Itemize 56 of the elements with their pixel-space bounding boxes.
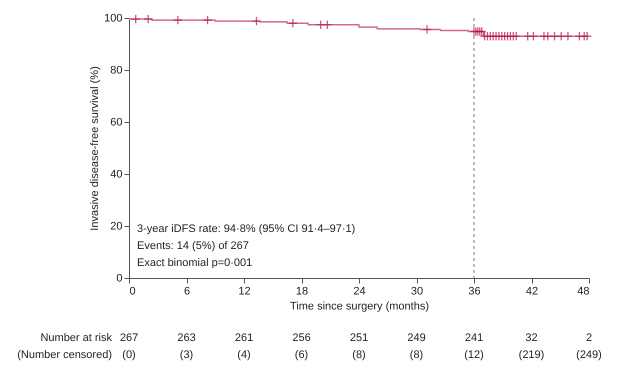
text: (12) — [464, 349, 484, 361]
x-tick-label: 18 — [296, 286, 308, 298]
text: 32 — [525, 332, 538, 344]
x-tick-label: 30 — [410, 286, 424, 298]
point — [563, 31, 573, 42]
point — [316, 20, 326, 30]
point — [143, 14, 153, 24]
annotation: Events: 14 (5%) of 267 — [137, 240, 249, 252]
point — [202, 15, 212, 25]
x-tick-label: 6 — [184, 286, 190, 298]
x-tick-label: 12 — [238, 286, 251, 298]
text: 261 — [234, 332, 254, 344]
text: 263 — [177, 332, 196, 344]
point — [511, 31, 521, 42]
point — [550, 31, 560, 42]
point — [528, 31, 538, 42]
text: (4) — [237, 349, 251, 361]
point — [322, 20, 332, 30]
text: (Number censored) — [17, 349, 112, 361]
point — [288, 18, 298, 28]
x-tick-label: 0 — [130, 286, 136, 298]
text: 2 — [586, 332, 592, 344]
annotation: Exact binomial p=0·001 — [137, 257, 252, 269]
point — [130, 14, 141, 24]
point — [173, 15, 183, 25]
text: (6) — [294, 349, 308, 361]
x-tick-label: 36 — [468, 286, 481, 298]
y-tick-label: 80 — [110, 64, 122, 76]
text: 256 — [292, 332, 311, 344]
point — [582, 31, 592, 42]
text: 241 — [464, 332, 484, 344]
text: (3) — [180, 349, 194, 361]
y-tick-label: 40 — [110, 168, 122, 180]
text: 267 — [120, 332, 138, 344]
x-tick-label: 24 — [353, 286, 366, 298]
text: (249) — [576, 349, 602, 361]
x-tick-label: 48 — [577, 286, 590, 298]
text: Number at risk — [40, 332, 112, 344]
text: (219) — [518, 349, 544, 361]
text: (0) — [122, 349, 136, 361]
point — [422, 24, 432, 34]
y-tick-label: 0 — [116, 272, 122, 284]
point — [542, 31, 553, 42]
y-axis-title: Invasive disease-free survival (%) — [89, 66, 102, 231]
point — [252, 16, 262, 26]
y-tick-label: 20 — [110, 220, 122, 232]
annotation: 3-year iDFS rate: 94·8% (95% CI 91·4–97·1) — [137, 223, 356, 235]
text: (8) — [410, 349, 424, 361]
text: (8) — [352, 349, 366, 361]
point — [556, 31, 566, 42]
y-tick-label: 100 — [104, 12, 122, 24]
y-tick-label: 60 — [110, 116, 122, 128]
x-axis-title: Time since surgery (months) — [290, 300, 429, 312]
x-tick-label: 42 — [526, 286, 538, 298]
text: 251 — [350, 332, 368, 344]
text: 249 — [407, 332, 426, 344]
